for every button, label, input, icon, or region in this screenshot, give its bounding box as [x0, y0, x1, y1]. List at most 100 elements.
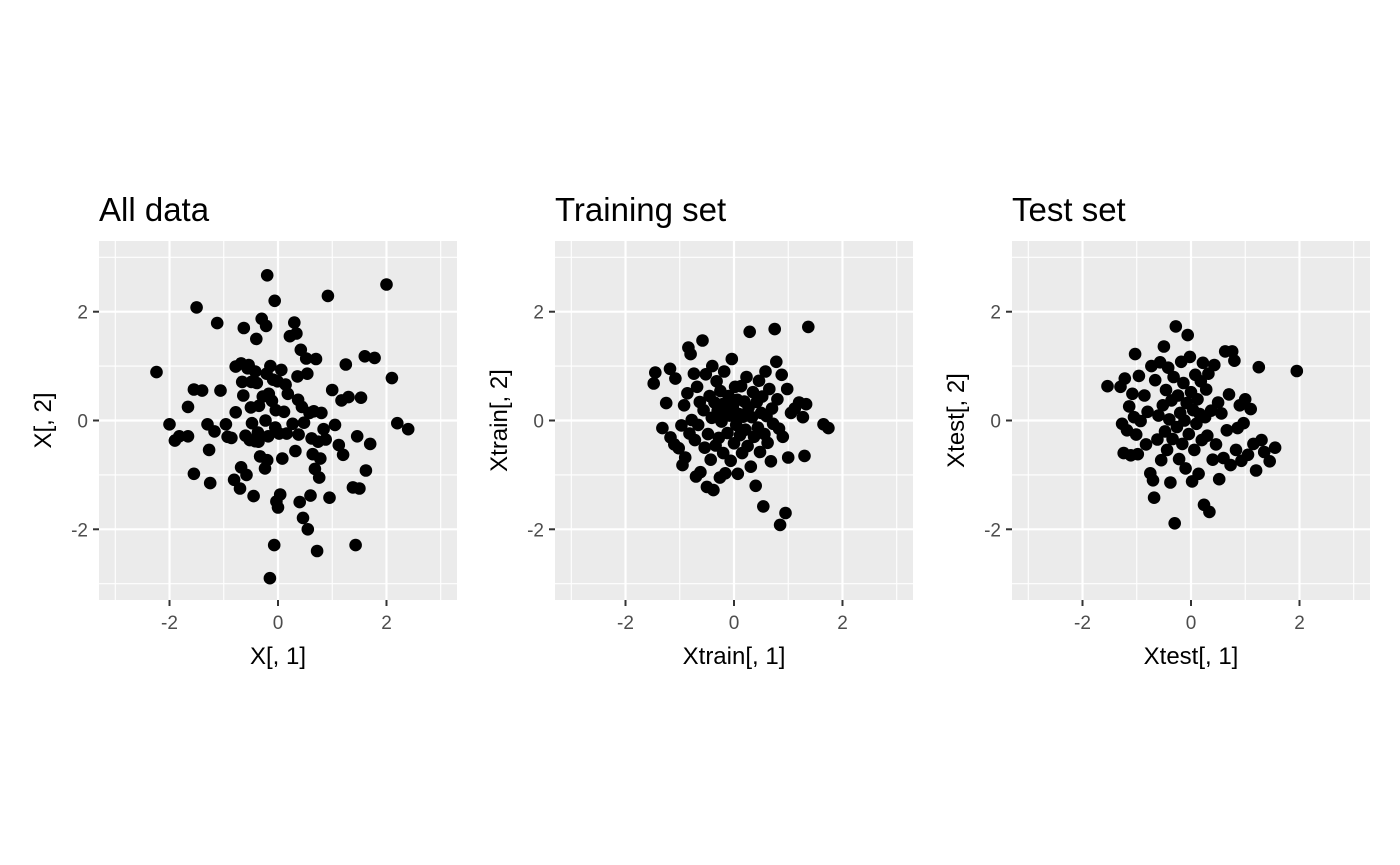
data-point — [802, 320, 815, 334]
panel-title: All data — [99, 191, 210, 228]
data-point — [694, 465, 707, 479]
data-point — [1128, 347, 1142, 361]
data-point — [796, 410, 810, 424]
data-point — [752, 374, 766, 388]
data-point — [1177, 376, 1190, 390]
data-point — [734, 379, 748, 393]
data-point — [1139, 438, 1153, 451]
data-point — [1199, 383, 1213, 396]
x-tick-label: 2 — [1294, 613, 1305, 634]
data-point — [647, 377, 660, 390]
data-point — [725, 352, 739, 366]
data-point — [1161, 361, 1175, 375]
data-point — [350, 430, 364, 443]
data-point — [749, 479, 762, 493]
data-point — [286, 417, 299, 431]
data-point — [1255, 433, 1268, 447]
data-point — [779, 506, 792, 520]
data-point — [247, 489, 260, 503]
data-point — [187, 467, 201, 481]
data-point — [150, 365, 163, 379]
data-point — [267, 538, 281, 552]
panel-title: Training set — [555, 191, 726, 228]
data-point — [710, 375, 723, 388]
x-tick-label: 0 — [729, 613, 740, 634]
data-point — [271, 501, 285, 514]
data-point — [275, 363, 288, 377]
data-point — [391, 416, 404, 430]
data-point — [309, 352, 323, 366]
data-point — [1228, 354, 1241, 368]
data-point — [312, 471, 326, 484]
y-tick-label: -2 — [71, 520, 88, 541]
data-point — [288, 316, 301, 329]
data-point — [297, 416, 311, 430]
data-point — [1201, 429, 1214, 443]
data-point — [1157, 340, 1171, 353]
panel-training-set: -2 0 2 -2 0 2 Training set Xtrain[, 1] Xtrain[, … — [486, 191, 913, 670]
data-point — [401, 422, 415, 436]
data-point — [1244, 402, 1257, 416]
data-point — [353, 482, 366, 495]
data-point — [1169, 320, 1183, 333]
data-point — [323, 491, 336, 505]
data-point — [237, 321, 251, 335]
data-point — [263, 571, 277, 585]
data-point — [669, 372, 682, 385]
data-point — [768, 322, 781, 336]
data-point — [280, 427, 294, 440]
data-point — [203, 476, 217, 490]
data-point — [336, 448, 350, 462]
data-point — [332, 438, 346, 452]
data-point — [225, 431, 238, 445]
data-point — [1146, 474, 1160, 487]
data-point — [304, 489, 317, 502]
data-point — [698, 441, 711, 455]
data-point — [1257, 445, 1271, 459]
data-point — [301, 523, 315, 536]
data-point — [741, 439, 754, 453]
data-point — [202, 443, 216, 457]
data-point — [753, 445, 767, 459]
data-point — [764, 455, 778, 468]
data-point — [799, 397, 813, 411]
data-point — [1181, 328, 1194, 342]
data-point — [1147, 491, 1161, 505]
data-point — [701, 427, 715, 441]
data-point — [765, 402, 779, 415]
data-point — [240, 468, 253, 482]
data-point — [1190, 417, 1203, 431]
data-point — [1182, 427, 1196, 441]
data-point — [739, 423, 752, 437]
data-point — [1122, 400, 1136, 413]
data-point — [1268, 441, 1282, 455]
data-point — [291, 370, 304, 383]
data-point — [281, 387, 295, 401]
data-point — [248, 365, 262, 378]
y-tick-label: 2 — [77, 303, 88, 324]
data-point — [675, 419, 688, 432]
data-point — [229, 406, 242, 419]
x-tick-label: -2 — [161, 613, 178, 634]
data-point — [684, 347, 697, 361]
data-point — [289, 444, 302, 458]
data-point — [310, 544, 324, 558]
data-point — [719, 467, 732, 480]
data-point — [659, 396, 673, 410]
data-point — [1129, 428, 1143, 441]
data-point — [770, 355, 783, 369]
data-point — [321, 289, 335, 303]
data-point — [687, 367, 701, 381]
data-point — [1148, 373, 1162, 387]
data-point — [1192, 467, 1205, 481]
data-point — [1203, 505, 1216, 519]
panel-title: Test set — [1012, 191, 1126, 228]
data-point — [363, 437, 377, 451]
data-point — [1138, 389, 1151, 402]
data-point — [208, 425, 221, 438]
data-point — [181, 430, 195, 443]
data-point — [210, 316, 224, 330]
data-point — [1212, 472, 1226, 486]
data-point — [1166, 432, 1179, 446]
x-tick-label: -2 — [617, 613, 634, 634]
